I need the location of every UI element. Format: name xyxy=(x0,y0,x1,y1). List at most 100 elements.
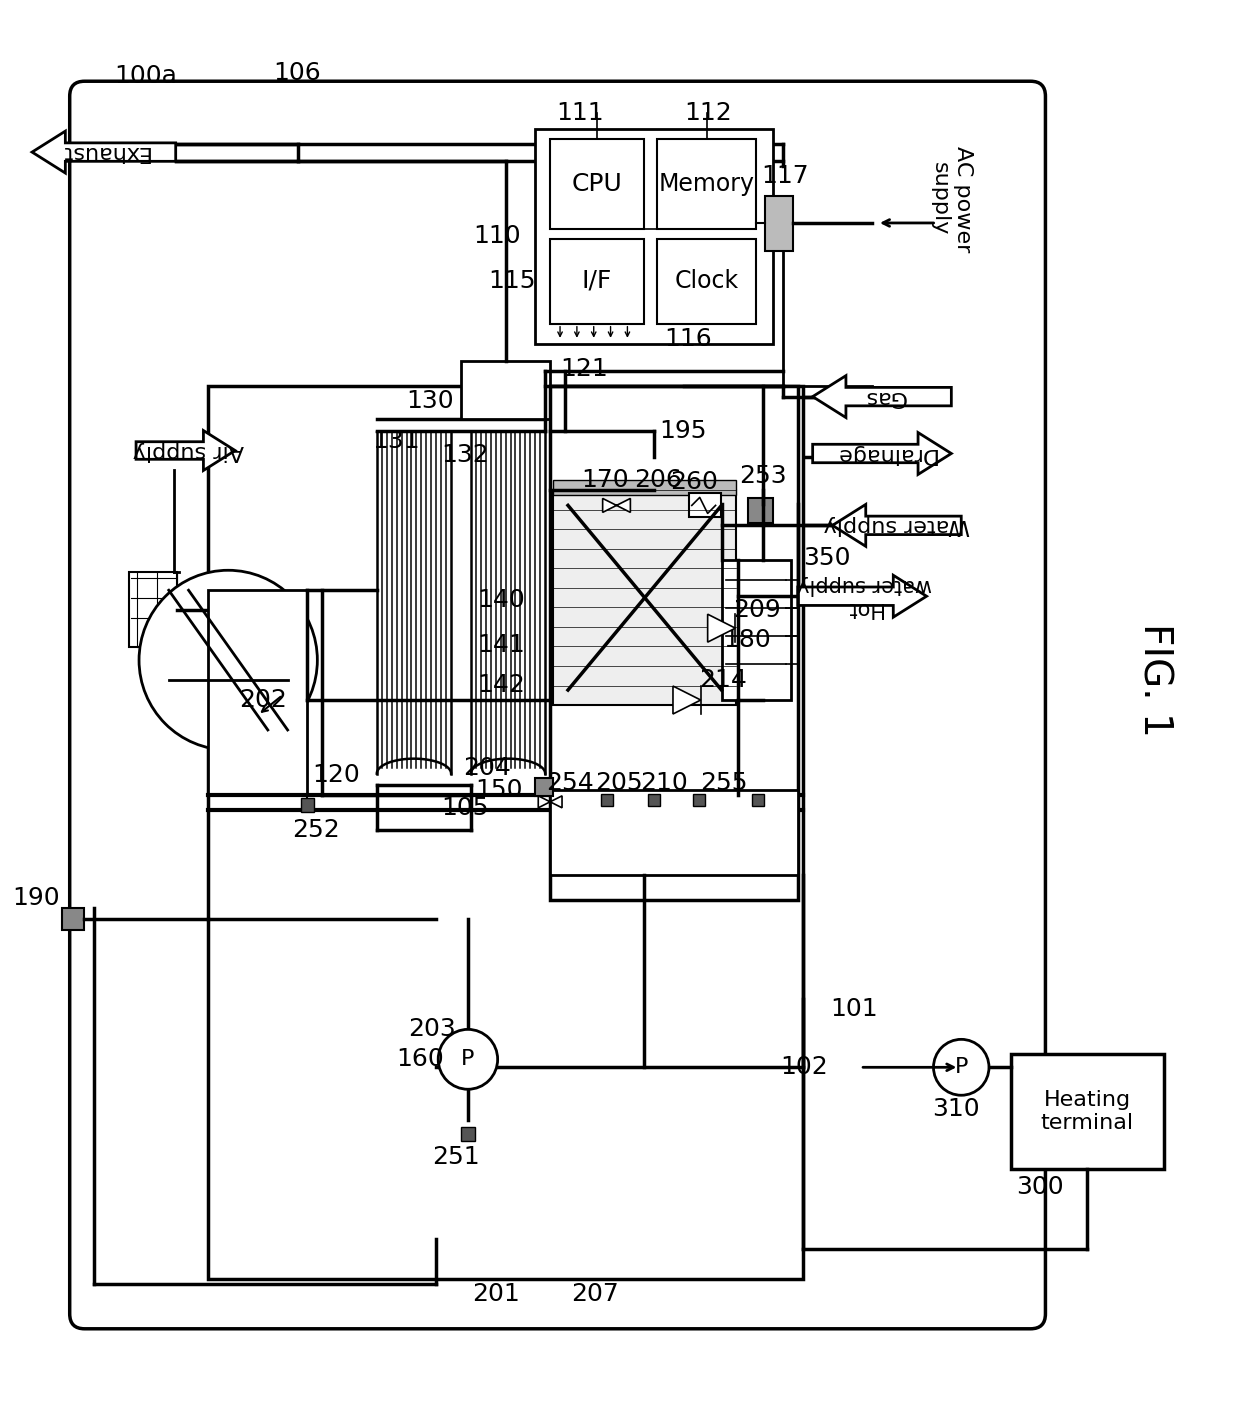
Text: 121: 121 xyxy=(560,357,608,381)
Text: 350: 350 xyxy=(802,546,851,570)
Circle shape xyxy=(934,1039,990,1096)
Text: Clock: Clock xyxy=(675,269,739,293)
Bar xyxy=(657,139,756,229)
Text: Memory: Memory xyxy=(658,172,755,196)
Text: 251: 251 xyxy=(433,1145,480,1169)
Text: 203: 203 xyxy=(408,1017,456,1042)
Bar xyxy=(753,794,764,806)
Text: I/F: I/F xyxy=(582,269,611,293)
Bar xyxy=(553,480,737,496)
Bar xyxy=(649,794,660,806)
Bar xyxy=(536,129,773,344)
Text: 202: 202 xyxy=(239,688,286,712)
Text: 204: 204 xyxy=(463,756,511,780)
Text: 253: 253 xyxy=(739,465,787,489)
Bar xyxy=(551,385,797,899)
Polygon shape xyxy=(673,686,701,713)
Polygon shape xyxy=(538,796,562,807)
Text: 105: 105 xyxy=(441,796,489,820)
Text: Air supply: Air supply xyxy=(133,441,244,460)
Polygon shape xyxy=(812,375,951,418)
Bar xyxy=(1011,1054,1164,1169)
Text: 160: 160 xyxy=(397,1047,444,1071)
Text: 115: 115 xyxy=(487,269,536,293)
Text: 310: 310 xyxy=(932,1097,980,1121)
Text: 260: 260 xyxy=(670,470,718,495)
Text: 170: 170 xyxy=(580,469,629,493)
Bar xyxy=(208,590,308,794)
Text: 254: 254 xyxy=(546,770,594,794)
Bar xyxy=(689,493,720,517)
Text: 201: 201 xyxy=(471,1282,520,1306)
Text: 255: 255 xyxy=(699,770,748,794)
Bar xyxy=(765,196,792,252)
Polygon shape xyxy=(832,504,961,546)
Text: AC power
supply: AC power supply xyxy=(930,146,973,252)
Text: 180: 180 xyxy=(723,628,771,652)
Polygon shape xyxy=(708,614,735,642)
Text: 100a: 100a xyxy=(114,64,177,88)
Text: Water supply: Water supply xyxy=(823,516,970,536)
Bar xyxy=(461,361,551,419)
Text: 190: 190 xyxy=(12,885,60,909)
Text: 131: 131 xyxy=(372,429,419,452)
Text: Heating
terminal: Heating terminal xyxy=(1040,1090,1133,1133)
Text: 112: 112 xyxy=(684,101,732,125)
Text: Gas: Gas xyxy=(864,387,906,406)
Bar xyxy=(722,560,791,701)
Text: 150: 150 xyxy=(475,777,522,801)
Bar xyxy=(553,490,737,705)
Bar xyxy=(551,790,797,875)
Text: 206: 206 xyxy=(635,469,682,493)
Text: 214: 214 xyxy=(698,668,746,692)
Bar xyxy=(62,908,83,929)
Bar xyxy=(657,239,756,324)
Text: 111: 111 xyxy=(556,101,604,125)
Bar xyxy=(536,777,553,796)
Polygon shape xyxy=(812,432,951,475)
Text: Hot
water supply: Hot water supply xyxy=(797,574,931,618)
Text: 102: 102 xyxy=(780,1056,827,1080)
Text: 142: 142 xyxy=(477,674,526,698)
Text: 205: 205 xyxy=(595,770,642,794)
Text: 106: 106 xyxy=(273,61,320,85)
Text: 300: 300 xyxy=(1016,1175,1064,1199)
Text: 132: 132 xyxy=(441,443,489,468)
Text: 210: 210 xyxy=(640,770,688,794)
Polygon shape xyxy=(603,499,630,513)
Text: 110: 110 xyxy=(472,225,521,249)
Bar xyxy=(300,797,315,811)
Bar xyxy=(461,1127,475,1141)
Text: P: P xyxy=(461,1049,475,1070)
Bar xyxy=(748,499,773,523)
Text: 117: 117 xyxy=(761,163,808,188)
Polygon shape xyxy=(136,431,236,470)
Circle shape xyxy=(139,570,317,750)
Bar xyxy=(693,794,704,806)
Text: 207: 207 xyxy=(570,1282,619,1306)
Polygon shape xyxy=(797,576,926,617)
Text: 130: 130 xyxy=(407,388,454,412)
Text: 252: 252 xyxy=(293,817,340,841)
Bar xyxy=(551,239,645,324)
Text: CPU: CPU xyxy=(572,172,622,196)
Text: 141: 141 xyxy=(477,634,526,657)
Text: 209: 209 xyxy=(733,598,781,622)
Text: Exhaust: Exhaust xyxy=(60,142,149,162)
Polygon shape xyxy=(32,131,176,173)
Bar xyxy=(208,385,802,1279)
FancyBboxPatch shape xyxy=(69,81,1045,1329)
Text: 101: 101 xyxy=(831,998,878,1022)
Bar xyxy=(684,431,802,486)
Bar xyxy=(600,794,613,806)
Text: 195: 195 xyxy=(660,419,707,442)
Text: 116: 116 xyxy=(665,327,712,351)
Circle shape xyxy=(438,1029,497,1090)
Bar xyxy=(129,573,176,647)
Text: 120: 120 xyxy=(312,763,360,787)
Text: P: P xyxy=(955,1057,968,1077)
Text: 140: 140 xyxy=(477,588,526,612)
Text: FIG. 1: FIG. 1 xyxy=(1136,624,1173,737)
Text: Drainage: Drainage xyxy=(835,443,936,463)
Bar xyxy=(551,139,645,229)
